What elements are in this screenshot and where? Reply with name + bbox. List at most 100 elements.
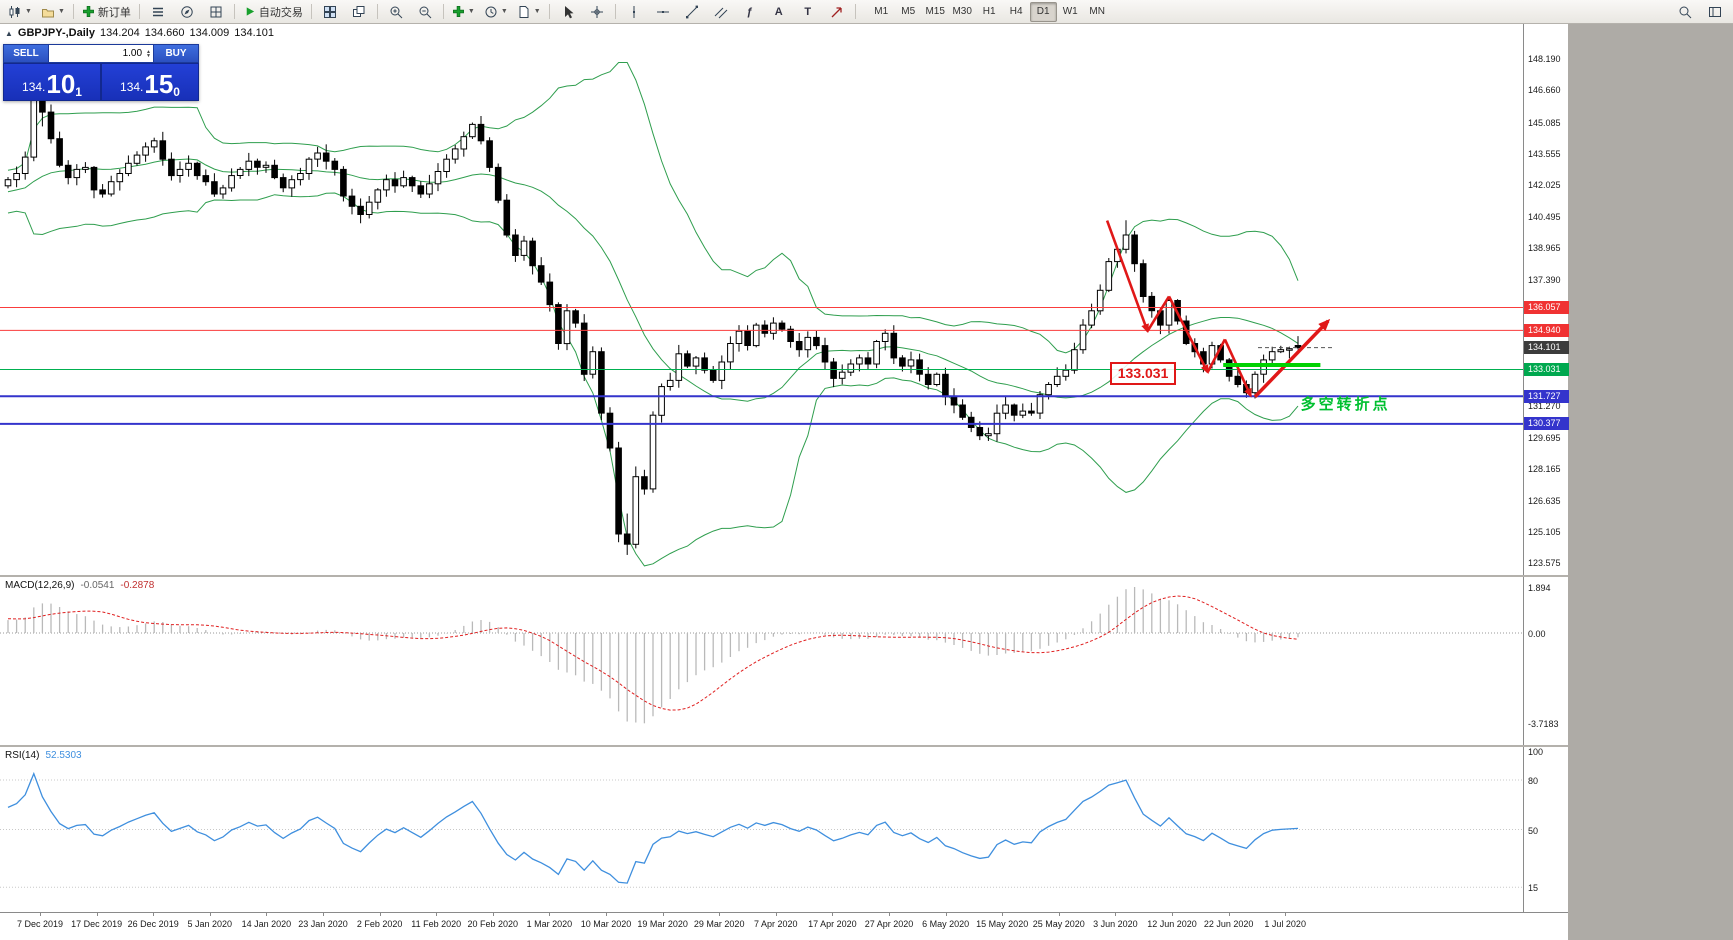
- bid-pip-digit: 1: [75, 85, 82, 99]
- bid-big-digits: 10: [46, 69, 76, 99]
- templates-button[interactable]: ▼: [513, 1, 545, 23]
- price-axis-label: 126.635: [1528, 495, 1561, 506]
- timeframe-m5[interactable]: M5: [901, 6, 916, 17]
- time-tick: [889, 913, 890, 916]
- turning-point-text[interactable]: 多空转折点: [1300, 395, 1391, 413]
- terminal-button[interactable]: [202, 1, 230, 23]
- toolbar-separator: [548, 4, 550, 19]
- price-axis-label: 142.025: [1528, 180, 1561, 191]
- crosshair-button[interactable]: [583, 1, 611, 23]
- analyst-drawings[interactable]: [1105, 220, 1331, 399]
- time-tick: [1002, 913, 1004, 916]
- date-label: 19 Mar 2020: [637, 919, 688, 929]
- vertical-line-button[interactable]: [620, 1, 648, 23]
- time-tick: [775, 913, 777, 916]
- horizontal-line-button[interactable]: [649, 1, 677, 23]
- fibonacci-button[interactable]: ƒ: [736, 1, 764, 23]
- timeframe-h1[interactable]: H1: [982, 6, 996, 17]
- time-tick: [492, 913, 494, 916]
- autotrading-button[interactable]: 自动交易: [239, 1, 307, 23]
- time-tick: [832, 913, 834, 916]
- macd-histogram: [7, 587, 1299, 724]
- trendline-icon: [685, 5, 699, 19]
- main-chart-svg: [0, 62, 1523, 567]
- price-callout-box[interactable]: 133.031: [1109, 362, 1177, 386]
- oct-toggle-icon[interactable]: ▲: [5, 28, 13, 38]
- layout-button[interactable]: [1701, 1, 1729, 23]
- red-zigzag-arrow[interactable]: [1206, 338, 1227, 373]
- red-zigzag-arrow[interactable]: [1167, 295, 1209, 374]
- horizontal-level-lines[interactable]: [0, 307, 1523, 425]
- lot-size-field[interactable]: ▲▼: [49, 44, 153, 63]
- ask-prefix: 134.: [120, 80, 144, 94]
- lot-size-input[interactable]: [49, 47, 145, 60]
- bid-price-button[interactable]: 134. 10 1: [3, 63, 101, 101]
- red-zigzag-arrow[interactable]: [1146, 295, 1171, 332]
- timeframe-w1[interactable]: W1: [1062, 6, 1078, 17]
- navigator-button[interactable]: [173, 1, 201, 23]
- toolbar-separator: [72, 4, 74, 19]
- ask-price-button[interactable]: 134. 15 0: [101, 63, 199, 101]
- price-axis-label: 129.695: [1528, 432, 1561, 443]
- rsi-axis-label: 80: [1528, 776, 1539, 786]
- search-button[interactable]: [1671, 1, 1699, 23]
- red-zigzag-arrow[interactable]: [1223, 338, 1252, 398]
- timeframe-d1[interactable]: D1: [1029, 1, 1057, 22]
- macd-signal-value: -0.2878: [120, 580, 155, 591]
- tile-windows-button[interactable]: [316, 1, 344, 23]
- cursor-button[interactable]: [554, 1, 582, 23]
- price-axis-label: 131.270: [1528, 400, 1561, 411]
- trendline-button[interactable]: [678, 1, 706, 23]
- date-label: 14 Jan 2020: [241, 919, 292, 929]
- red-up-arrow[interactable]: [1253, 318, 1331, 399]
- timeframe-m1[interactable]: M1: [874, 6, 889, 17]
- cursor-icon: [561, 5, 575, 19]
- date-label: 11 Feb 2020: [411, 919, 462, 929]
- buy-button[interactable]: BUY: [153, 44, 199, 63]
- price-tag-130.377: 130.377: [1524, 417, 1569, 431]
- candles: [4, 63, 1302, 555]
- vline-icon: [627, 5, 641, 19]
- panel-separator[interactable]: [0, 575, 1568, 577]
- toolbar-separator: [854, 4, 856, 19]
- spinner-up-icon[interactable]: ▲: [146, 48, 151, 55]
- new-order-button[interactable]: 新订单: [78, 1, 135, 23]
- timeframe-m30[interactable]: M30: [952, 6, 972, 17]
- market-watch-button[interactable]: [144, 1, 172, 23]
- red-zigzag-arrow[interactable]: [1105, 220, 1149, 334]
- chevron-down-icon: ▼: [467, 8, 475, 15]
- spinner-down-icon[interactable]: ▼: [146, 52, 151, 59]
- price-axis[interactable]: 148.190 146.660 145.085 143.555 142.025 140.4…: [1523, 24, 1569, 940]
- rsi-axis-label: 100: [1528, 747, 1544, 757]
- indicators-button[interactable]: ▼: [448, 1, 479, 23]
- timeframe-h4[interactable]: H4: [1009, 6, 1023, 17]
- zoom-out-button[interactable]: [411, 1, 439, 23]
- time-tick: [719, 913, 721, 916]
- time-tick: [549, 913, 551, 916]
- channel-button[interactable]: [707, 1, 735, 23]
- timeframe-mn[interactable]: MN: [1089, 6, 1105, 17]
- profiles-button[interactable]: ▼: [37, 1, 69, 23]
- time-axis[interactable]: 7 Dec 2019 17 Dec 2019 26 Dec 2019 5 Jan 20…: [0, 912, 1568, 940]
- sell-button[interactable]: SELL: [3, 44, 49, 63]
- date-label: 29 Mar 2020: [693, 919, 745, 929]
- text-label-button[interactable]: T: [794, 1, 822, 23]
- zoom-in-button[interactable]: [382, 1, 410, 23]
- play-icon: [243, 5, 256, 18]
- lot-spinner[interactable]: ▲ ▼: [144, 48, 153, 59]
- date-label: 1 Jul 2020: [1264, 919, 1306, 929]
- periods-button[interactable]: ▼: [480, 1, 512, 23]
- plot-area[interactable]: ▲ GBPJPY-,Daily 134.204 134.660 134.009 …: [0, 24, 1523, 940]
- time-tick: [662, 913, 664, 916]
- timeframe-m15[interactable]: M15: [925, 6, 945, 17]
- cascade-windows-button[interactable]: [345, 1, 373, 23]
- rsi-axis-label: 15: [1528, 883, 1539, 894]
- price-axis-label: 145.085: [1528, 117, 1561, 128]
- symbol-period-label: GBPJPY-,Daily: [17, 27, 95, 39]
- arrows-button[interactable]: [823, 1, 851, 23]
- text-button[interactable]: A: [765, 1, 793, 23]
- time-tick: [96, 913, 98, 916]
- panel-separator[interactable]: [0, 745, 1568, 747]
- price-axis-label: 143.555: [1528, 148, 1561, 159]
- new-chart-button[interactable]: ▼: [4, 1, 36, 23]
